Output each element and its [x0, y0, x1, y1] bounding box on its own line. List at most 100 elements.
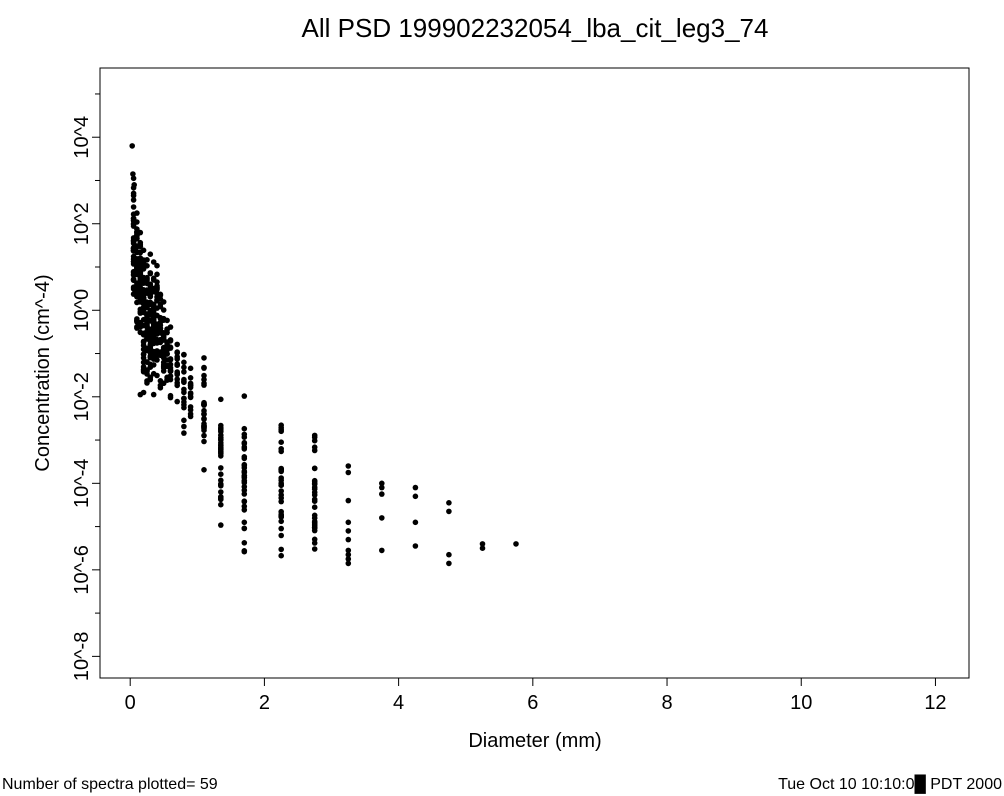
- data-point: [241, 455, 248, 462]
- data-point: [201, 424, 207, 431]
- data-point: [278, 448, 285, 455]
- data-point: [137, 229, 144, 236]
- data-point: [311, 546, 318, 552]
- x-tick-label: 10: [790, 692, 812, 714]
- data-point: [134, 219, 140, 225]
- data-point: [187, 413, 194, 420]
- data-point: [241, 440, 248, 447]
- data-point: [130, 276, 137, 283]
- data-point: [181, 404, 187, 411]
- data-point: [241, 548, 248, 554]
- data-point: [160, 307, 167, 313]
- data-point: [241, 425, 248, 432]
- data-point: [150, 391, 157, 398]
- y-axis-label: Concentration (cm^-4): [32, 274, 54, 471]
- y-tick-label: 10^-8: [71, 632, 93, 681]
- data-point: [157, 322, 164, 329]
- data-point: [181, 369, 187, 375]
- data-point: [218, 437, 224, 443]
- data-point: [218, 477, 224, 484]
- data-point: [278, 467, 285, 474]
- data-point: [201, 372, 207, 379]
- data-point: [154, 271, 160, 278]
- data-point: [241, 525, 248, 532]
- data-point: [187, 393, 194, 400]
- data-point: [134, 233, 140, 239]
- data-point: [129, 143, 135, 149]
- data-point: [187, 365, 194, 372]
- data-point: [278, 482, 285, 489]
- chart-title: All PSD 199902232054_lba_cit_leg3_74: [302, 13, 769, 43]
- data-point: [311, 432, 318, 439]
- data-point: [181, 423, 187, 430]
- data-point: [134, 210, 140, 216]
- data-point: [147, 293, 154, 300]
- x-tick-label: 8: [661, 692, 672, 714]
- data-point: [379, 515, 385, 521]
- data-point: [187, 384, 194, 391]
- data-point: [201, 438, 207, 445]
- data-point: [150, 275, 157, 282]
- data-point: [311, 515, 318, 521]
- timestamp-text: Tue Oct 10 10:10:0█ PDT 2000: [778, 776, 1002, 793]
- data-point: [412, 543, 419, 549]
- data-point: [513, 541, 519, 547]
- x-tick-label: 12: [924, 692, 946, 714]
- data-point: [131, 182, 137, 188]
- data-point: [154, 262, 160, 269]
- data-point: [278, 439, 285, 446]
- data-point: [174, 382, 180, 389]
- data-point: [144, 257, 150, 263]
- data-point: [446, 500, 452, 506]
- data-point: [201, 415, 207, 422]
- data-point: [147, 281, 154, 288]
- data-point: [137, 243, 144, 250]
- data-point: [218, 471, 224, 478]
- y-tick-label: 10^0: [71, 289, 93, 332]
- data-point: [130, 197, 137, 203]
- data-point: [167, 344, 174, 351]
- data-point: [150, 259, 157, 265]
- data-point: [345, 469, 352, 476]
- data-point: [130, 192, 137, 199]
- data-point: [187, 407, 194, 413]
- data-point: [134, 316, 140, 322]
- data-point: [479, 541, 486, 547]
- data-point: [201, 411, 207, 417]
- data-point: [479, 545, 486, 551]
- data-point: [181, 351, 187, 358]
- data-point: [140, 294, 147, 301]
- data-point: [278, 512, 285, 519]
- data-point: [130, 175, 137, 182]
- data-point: [311, 465, 318, 472]
- data-point: [167, 394, 174, 401]
- data-point: [201, 376, 207, 383]
- y-tick-label: 10^-2: [71, 372, 93, 421]
- data-point: [241, 498, 248, 505]
- x-tick-label: 4: [393, 692, 404, 714]
- data-point: [379, 480, 385, 487]
- data-point: [345, 560, 352, 567]
- data-point: [345, 497, 352, 504]
- data-point: [278, 546, 285, 553]
- data-point: [218, 453, 224, 459]
- data-point: [167, 376, 174, 383]
- data-point: [174, 349, 180, 355]
- data-point: [311, 496, 318, 503]
- data-point: [241, 431, 248, 438]
- data-point: [187, 375, 194, 381]
- data-point: [160, 299, 167, 305]
- data-point: [278, 475, 285, 481]
- data-point: [311, 489, 318, 496]
- data-point: [167, 337, 174, 343]
- data-point: [218, 425, 224, 431]
- data-point: [174, 362, 180, 369]
- data-point: [278, 525, 285, 532]
- data-point: [157, 292, 164, 299]
- data-point: [278, 427, 285, 433]
- data-point: [241, 519, 248, 526]
- data-point: [345, 556, 352, 562]
- data-point: [379, 491, 385, 497]
- data-point: [278, 532, 285, 539]
- data-point: [147, 374, 154, 381]
